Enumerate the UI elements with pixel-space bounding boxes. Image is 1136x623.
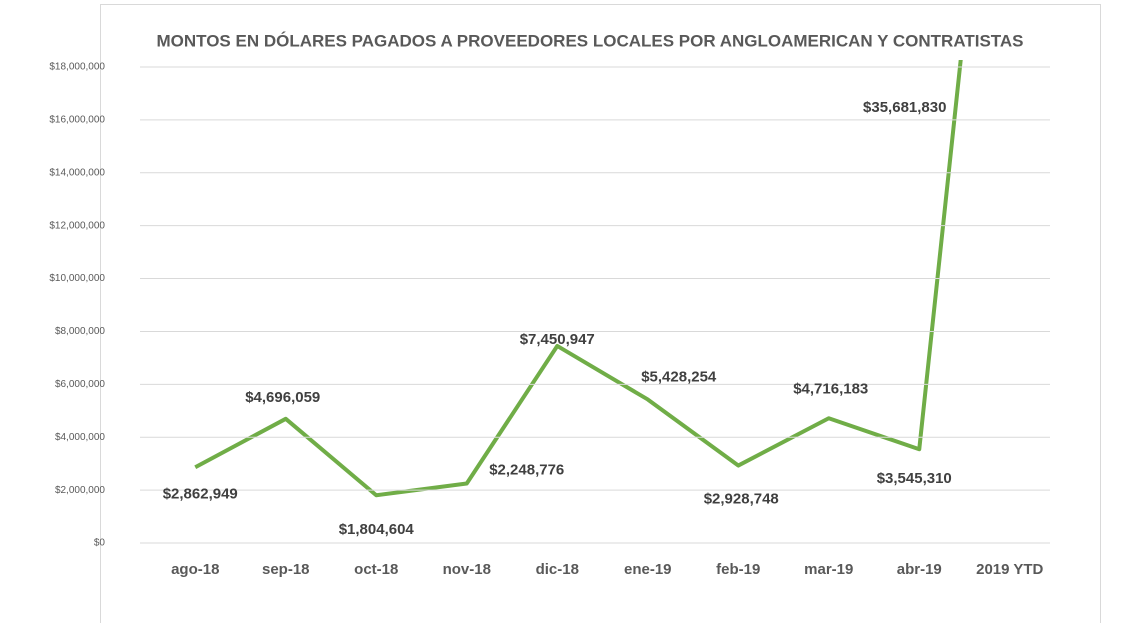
x-tick-label: oct-18 <box>354 561 398 578</box>
data-label: $2,248,776 <box>489 462 564 479</box>
y-tick-label: $4,000,000 <box>55 432 105 443</box>
y-tick-label: $6,000,000 <box>55 379 105 390</box>
data-label: $7,450,947 <box>520 331 595 348</box>
y-tick-label: $8,000,000 <box>55 326 105 337</box>
y-tick-label: $2,000,000 <box>55 485 105 496</box>
x-tick-label: sep-18 <box>262 561 310 578</box>
plot-area <box>194 60 963 498</box>
data-label: $2,862,949 <box>163 485 238 502</box>
x-tick-label: mar-19 <box>804 561 853 578</box>
x-tick-label: 2019 YTD <box>976 561 1043 578</box>
data-label: $35,681,830 <box>863 99 946 116</box>
data-label: $4,716,183 <box>793 380 868 397</box>
y-tick-label: $16,000,000 <box>49 115 105 126</box>
x-tick-label: ago-18 <box>171 561 219 578</box>
chart-title: MONTOS EN DÓLARES PAGADOS A PROVEEDORES … <box>156 31 1023 50</box>
y-tick-label: $0 <box>94 538 106 549</box>
data-label: $2,928,748 <box>704 491 779 508</box>
y-tick-label: $10,000,000 <box>49 273 105 284</box>
x-tick-label: abr-19 <box>897 561 942 578</box>
y-tick-label: $12,000,000 <box>49 220 105 231</box>
data-label: $1,804,604 <box>339 521 415 538</box>
data-label: $3,545,310 <box>877 470 952 487</box>
chart-border <box>100 4 1101 623</box>
data-label: $4,696,059 <box>245 389 320 406</box>
data-label: $5,428,254 <box>641 368 717 385</box>
line <box>194 60 963 498</box>
x-tick-label: feb-19 <box>716 561 760 578</box>
y-tick-label: $18,000,000 <box>49 62 105 73</box>
y-tick-label: $14,000,000 <box>49 167 105 178</box>
x-tick-label: ene-19 <box>624 561 672 578</box>
x-tick-label: nov-18 <box>443 561 491 578</box>
x-tick-label: dic-18 <box>536 561 579 578</box>
